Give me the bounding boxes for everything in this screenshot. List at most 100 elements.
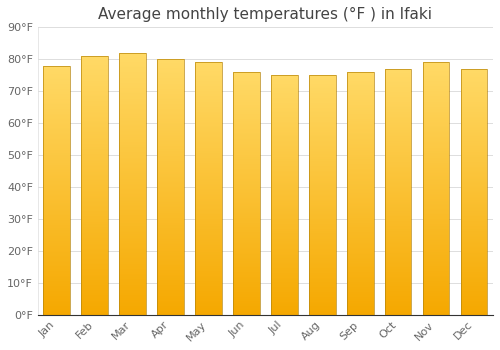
- Bar: [309, 145, 336, 146]
- Bar: [271, 214, 297, 215]
- Bar: [120, 249, 146, 251]
- Bar: [195, 201, 222, 203]
- Bar: [461, 279, 487, 280]
- Bar: [385, 138, 411, 139]
- Bar: [461, 110, 487, 111]
- Bar: [271, 184, 297, 186]
- Bar: [385, 220, 411, 221]
- Bar: [82, 208, 108, 209]
- Bar: [309, 237, 336, 238]
- Bar: [233, 111, 260, 112]
- Bar: [120, 135, 146, 137]
- Bar: [82, 110, 108, 112]
- Bar: [44, 99, 70, 100]
- Bar: [44, 280, 70, 281]
- Bar: [309, 167, 336, 169]
- Bar: [44, 152, 70, 153]
- Bar: [271, 306, 297, 308]
- Bar: [195, 252, 222, 253]
- Bar: [233, 300, 260, 301]
- Bar: [158, 78, 184, 80]
- Bar: [385, 198, 411, 199]
- Bar: [44, 125, 70, 127]
- Bar: [82, 176, 108, 178]
- Bar: [233, 93, 260, 94]
- Bar: [385, 145, 411, 146]
- Bar: [120, 63, 146, 65]
- Bar: [158, 80, 184, 81]
- Bar: [271, 238, 297, 239]
- Bar: [158, 141, 184, 142]
- Bar: [158, 276, 184, 278]
- Bar: [158, 117, 184, 118]
- Bar: [309, 271, 336, 272]
- Bar: [120, 190, 146, 192]
- Bar: [461, 210, 487, 211]
- Bar: [44, 127, 70, 128]
- Bar: [120, 139, 146, 141]
- Bar: [158, 222, 184, 223]
- Bar: [195, 209, 222, 210]
- Bar: [195, 164, 222, 166]
- Bar: [271, 200, 297, 201]
- Bar: [120, 182, 146, 184]
- Bar: [423, 90, 450, 91]
- Bar: [347, 195, 374, 196]
- Bar: [195, 205, 222, 206]
- Bar: [44, 264, 70, 265]
- Bar: [423, 85, 450, 86]
- Bar: [423, 239, 450, 240]
- Bar: [233, 202, 260, 203]
- Bar: [347, 167, 374, 168]
- Bar: [82, 189, 108, 191]
- Bar: [195, 97, 222, 98]
- Bar: [120, 254, 146, 256]
- Bar: [385, 103, 411, 105]
- Bar: [195, 245, 222, 247]
- Bar: [120, 75, 146, 76]
- Bar: [461, 199, 487, 201]
- Bar: [423, 209, 450, 210]
- Bar: [120, 92, 146, 93]
- Bar: [158, 241, 184, 242]
- Bar: [309, 229, 336, 230]
- Bar: [233, 112, 260, 113]
- Bar: [120, 146, 146, 147]
- Bar: [461, 75, 487, 76]
- Bar: [120, 257, 146, 258]
- Bar: [461, 70, 487, 71]
- Bar: [423, 151, 450, 152]
- Bar: [347, 216, 374, 218]
- Bar: [309, 243, 336, 244]
- Bar: [195, 208, 222, 209]
- Bar: [423, 118, 450, 119]
- Bar: [233, 259, 260, 260]
- Bar: [347, 233, 374, 235]
- Bar: [44, 193, 70, 194]
- Bar: [44, 241, 70, 243]
- Bar: [195, 152, 222, 153]
- Bar: [347, 80, 374, 82]
- Bar: [271, 280, 297, 281]
- Bar: [120, 114, 146, 116]
- Bar: [120, 303, 146, 304]
- Bar: [233, 72, 260, 315]
- Bar: [120, 65, 146, 66]
- Bar: [423, 199, 450, 200]
- Bar: [158, 59, 184, 315]
- Bar: [347, 259, 374, 260]
- Bar: [44, 111, 70, 112]
- Bar: [233, 290, 260, 292]
- Bar: [44, 179, 70, 180]
- Bar: [158, 256, 184, 257]
- Bar: [158, 210, 184, 211]
- Bar: [120, 74, 146, 75]
- Bar: [82, 222, 108, 223]
- Bar: [195, 274, 222, 276]
- Bar: [423, 219, 450, 220]
- Bar: [461, 258, 487, 259]
- Bar: [120, 147, 146, 148]
- Bar: [461, 69, 487, 70]
- Bar: [233, 130, 260, 132]
- Bar: [461, 188, 487, 189]
